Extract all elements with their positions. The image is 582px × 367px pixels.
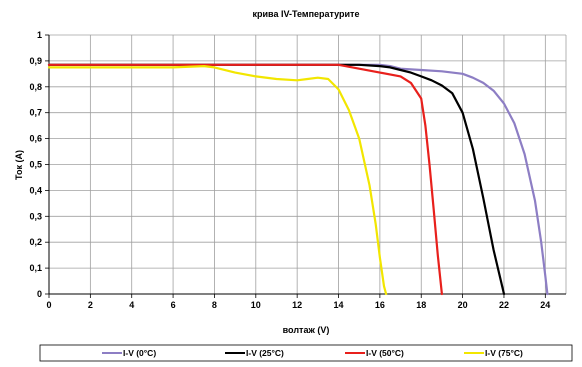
legend: I-V (0°C) I-V (25°C) I-V (50°C) I-V (75°C) [39,344,573,362]
x-tick-label: 12 [292,300,302,310]
x-axis-title: волтаж (V) [283,325,330,335]
x-tick-label: 18 [416,300,426,310]
y-tick-label: 0 [37,289,42,299]
series-line-0 [47,63,549,296]
y-tick-label: 0,5 [29,160,42,170]
legend-label-1: I-V (25°C) [246,348,284,358]
x-tick-label: 8 [212,300,217,310]
series-line-1 [47,63,506,296]
series-layer [47,63,549,296]
x-tick-label: 20 [458,300,468,310]
y-tick-label: 0,3 [29,211,42,221]
x-tick-label: 22 [499,300,509,310]
axes [45,34,566,298]
x-tick-label: 16 [375,300,385,310]
y-tick-label: 0,7 [29,108,42,118]
y-tick-label: 0,6 [29,134,42,144]
legend-label-3: I-V (75°C) [485,348,523,358]
grid [48,34,567,295]
x-tick-label: 10 [251,300,261,310]
legend-box [39,344,573,362]
legend-label-2: I-V (50°C) [366,348,404,358]
chart-title: крива IV-Температурите [253,9,360,19]
y-tick-label: 0,8 [29,82,42,92]
y-tick-label: 0,1 [29,263,42,273]
x-tick-label: 2 [88,300,93,310]
x-tick-label: 14 [334,300,344,310]
legend-label-0: I-V (0°C) [123,348,156,358]
x-tick-label: 24 [540,300,550,310]
tick-labels: 00,10,20,30,40,50,60,70,80,910 2 4 6 8 10 12 14… [29,30,550,310]
y-tick-label: 1 [37,30,42,40]
x-tick-label: 6 [171,300,176,310]
y-axis-title: Ток (A) [14,150,24,180]
y-tick-label: 0,2 [29,237,42,247]
x-tick-label: 0 [46,300,51,310]
series-line-3 [47,65,388,296]
series-line-2 [47,63,443,296]
x-tick-label: 4 [129,300,134,310]
y-tick-label: 0,4 [29,185,42,195]
y-tick-label: 0,9 [29,56,42,66]
